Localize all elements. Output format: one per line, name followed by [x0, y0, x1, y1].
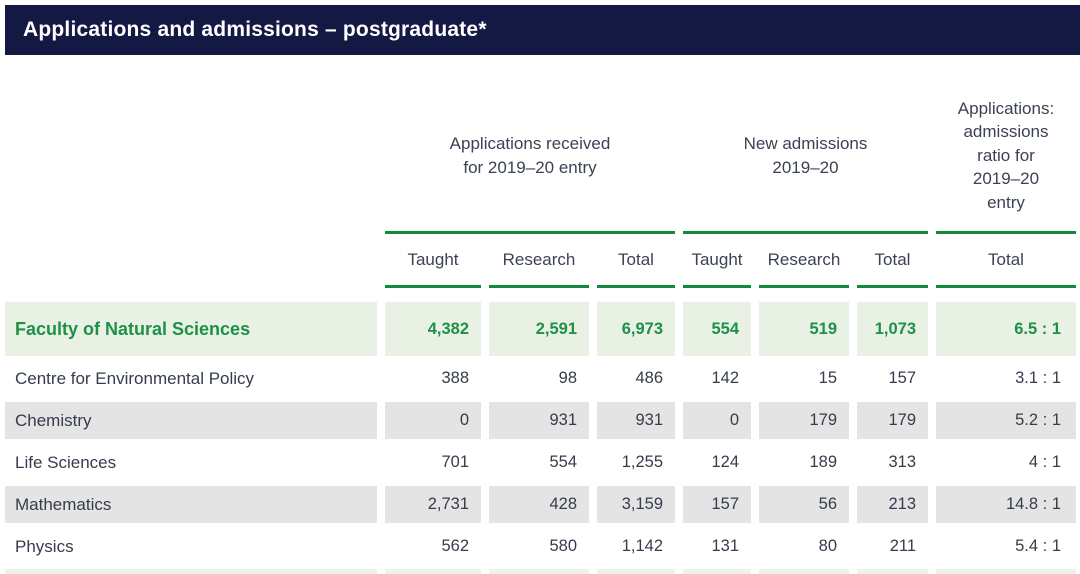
value-cell: 4,382: [385, 302, 481, 356]
value-cell: 131: [683, 528, 751, 565]
value-cell: 931: [489, 402, 589, 439]
row-label: Faculty of Natural Sciences: [5, 302, 377, 356]
value-cell: 1,142: [597, 528, 675, 565]
value-cell: 388: [385, 360, 481, 397]
table-row: Physics 562 580 1,142 131 80 211 5.4 : 1: [5, 528, 1076, 565]
col-header-app-taught: Taught: [385, 234, 481, 288]
table-row: Life Sciences 701 554 1,255 124 189 313 …: [5, 444, 1076, 481]
table-row: Centre for Environmental Policy 388 98 4…: [5, 360, 1076, 397]
value-cell: 3.1 : 1: [936, 360, 1076, 397]
value-cell: 428: [489, 486, 589, 523]
value-cell: 179: [857, 402, 928, 439]
value-cell: 1,255: [597, 444, 675, 481]
value-cell: 3,159: [597, 486, 675, 523]
col-header-adm-research: Research: [759, 234, 849, 288]
col-header-app-total: Total: [597, 234, 675, 288]
table-row: Faculty of Natural Sciences 4,382 2,591 …: [5, 302, 1076, 356]
group-header-applications: Applications received for 2019–20 entry: [385, 80, 675, 234]
value-cell: 14.8 : 1: [936, 486, 1076, 523]
value-cell: 157: [857, 360, 928, 397]
group-header-row: Applications received for 2019–20 entry …: [5, 80, 1076, 234]
value-cell: 179: [759, 402, 849, 439]
table-body: Faculty of Natural Sciences 4,382 2,591 …: [5, 302, 1076, 565]
row-label: Mathematics: [5, 486, 377, 523]
admissions-table: Applications received for 2019–20 entry …: [5, 80, 1076, 574]
col-header-adm-total: Total: [857, 234, 928, 288]
row-label: Life Sciences: [5, 444, 377, 481]
value-cell: 562: [385, 528, 481, 565]
value-cell: 2,591: [489, 302, 589, 356]
value-cell: 56: [759, 486, 849, 523]
value-cell: 554: [683, 302, 751, 356]
value-cell: 0: [683, 402, 751, 439]
value-cell: 6.5 : 1: [936, 302, 1076, 356]
page-title: Applications and admissions – postgradua…: [5, 5, 1080, 55]
value-cell: 931: [597, 402, 675, 439]
value-cell: 6,973: [597, 302, 675, 356]
group-header-admissions: New admissions 2019–20: [683, 80, 928, 234]
table-row: Mathematics 2,731 428 3,159 157 56 213 1…: [5, 486, 1076, 523]
group-header-ratio: Applications: admissions ratio for 2019–…: [936, 80, 1076, 234]
value-cell: 80: [759, 528, 849, 565]
row-label: Physics: [5, 528, 377, 565]
value-cell: 189: [759, 444, 849, 481]
value-cell: 701: [385, 444, 481, 481]
value-cell: 580: [489, 528, 589, 565]
value-cell: 5.2 : 1: [936, 402, 1076, 439]
value-cell: 5.4 : 1: [936, 528, 1076, 565]
value-cell: 554: [489, 444, 589, 481]
col-header-app-research: Research: [489, 234, 589, 288]
value-cell: 213: [857, 486, 928, 523]
value-cell: 211: [857, 528, 928, 565]
value-cell: 142: [683, 360, 751, 397]
value-cell: 519: [759, 302, 849, 356]
row-label: Centre for Environmental Policy: [5, 360, 377, 397]
row-label: Chemistry: [5, 402, 377, 439]
value-cell: 15: [759, 360, 849, 397]
value-cell: 1,073: [857, 302, 928, 356]
value-cell: 0: [385, 402, 481, 439]
value-cell: 486: [597, 360, 675, 397]
value-cell: 157: [683, 486, 751, 523]
sub-header-spacer: [5, 234, 377, 288]
value-cell: 2,731: [385, 486, 481, 523]
value-cell: 313: [857, 444, 928, 481]
table-row: Chemistry 0 931 931 0 179 179 5.2 : 1: [5, 402, 1076, 439]
sub-header-row: Taught Research Total Taught Research To…: [5, 234, 1076, 288]
col-header-adm-taught: Taught: [683, 234, 751, 288]
value-cell: 98: [489, 360, 589, 397]
col-header-ratio-total: Total: [936, 234, 1076, 288]
value-cell: 124: [683, 444, 751, 481]
value-cell: 4 : 1: [936, 444, 1076, 481]
